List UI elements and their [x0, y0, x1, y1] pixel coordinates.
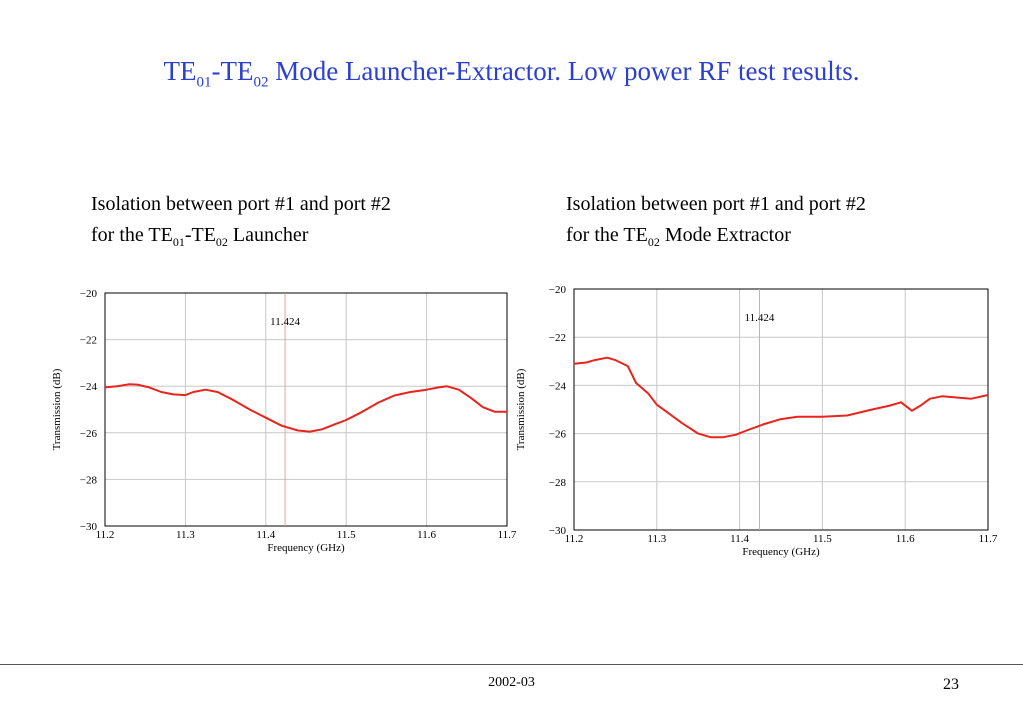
x-tick-label: 11.7 — [498, 529, 517, 541]
y-axis-title: Transmission (dB) — [515, 368, 527, 450]
x-tick-label: 11.3 — [647, 533, 666, 545]
caption-subscript: 02 — [647, 235, 660, 249]
footer-date: 2002-03 — [488, 675, 535, 690]
y-tick-label: −22 — [549, 332, 566, 344]
right-chart-caption: Isolation between port #1 and port #2 fo… — [566, 189, 866, 258]
title-part: -TE — [211, 56, 254, 86]
left-transmission-chart: 11.2 11.3 11.4 11.5 11.6 11.7 −30 −28 −26 −24 −22 −… — [51, 288, 517, 554]
page-number: 23 — [943, 676, 959, 693]
y-tick-label: −30 — [549, 525, 567, 537]
caption-line: Isolation between port #1 and port #2 — [566, 193, 866, 215]
caption-subscript: 02 — [215, 235, 228, 249]
caption-line: Isolation between port #1 and port #2 — [91, 193, 391, 215]
y-axis-title: Transmission (dB) — [51, 368, 63, 450]
x-tick-label: 11.6 — [896, 533, 915, 545]
title-subscript: 02 — [253, 74, 269, 91]
title-part: TE — [163, 56, 197, 86]
x-axis-title: Frequency (GHz) — [742, 546, 820, 558]
y-tick-label: −30 — [80, 521, 98, 533]
plot-frame — [573, 288, 989, 531]
y-tick-label: −20 — [80, 288, 98, 300]
y-tick-label: −20 — [549, 284, 567, 296]
right-transmission-chart: 11.2 11.3 11.4 11.5 11.6 11.7 −30 −28 −26 −24 −22 −… — [515, 284, 998, 558]
caption-text: Mode Extractor — [659, 224, 791, 246]
frequency-marker-label: 11.424 — [270, 316, 300, 328]
x-tick-label: 11.2 — [565, 533, 584, 545]
caption-line: for the TE02 Mode Extractor — [566, 220, 866, 258]
x-tick-label: 11.3 — [176, 529, 195, 541]
x-tick-label: 11.4 — [730, 533, 749, 545]
title-part: Mode Launcher-Extractor. Low power RF te… — [268, 56, 860, 86]
caption-subscript: 01 — [172, 235, 185, 249]
y-tick-label: −28 — [549, 477, 567, 489]
transmission-trace — [104, 383, 507, 433]
x-tick-label: 11.5 — [337, 529, 356, 541]
title-subscript: 01 — [196, 74, 212, 91]
caption-text: for the TE — [566, 224, 648, 246]
caption-text: Launcher — [227, 224, 309, 246]
left-chart-caption: Isolation between port #1 and port #2 fo… — [91, 189, 391, 258]
y-tick-label: −28 — [80, 474, 98, 486]
x-tick-label: 11.6 — [417, 529, 436, 541]
slide-title: TE01-TE02 Mode Launcher-Extractor. Low p… — [0, 56, 1023, 91]
plot-frame — [104, 292, 508, 527]
transmission-trace — [573, 356, 989, 439]
y-tick-label: −26 — [549, 429, 567, 441]
x-tick-label: 11.2 — [96, 529, 115, 541]
x-tick-label: 11.7 — [979, 533, 998, 545]
x-tick-label: 11.4 — [256, 529, 275, 541]
y-tick-label: −24 — [549, 380, 567, 392]
y-tick-label: −26 — [80, 428, 98, 440]
x-axis-title: Frequency (GHz) — [267, 542, 345, 554]
x-tick-label: 11.5 — [813, 533, 832, 545]
caption-line: for the TE01-TE02 Launcher — [91, 220, 391, 258]
y-tick-label: −22 — [80, 335, 97, 347]
footer-divider — [0, 664, 1023, 665]
y-tick-label: −24 — [80, 381, 98, 393]
caption-text: -TE — [184, 224, 216, 246]
caption-text: for the TE — [91, 224, 173, 246]
frequency-marker-label: 11.424 — [745, 312, 775, 324]
